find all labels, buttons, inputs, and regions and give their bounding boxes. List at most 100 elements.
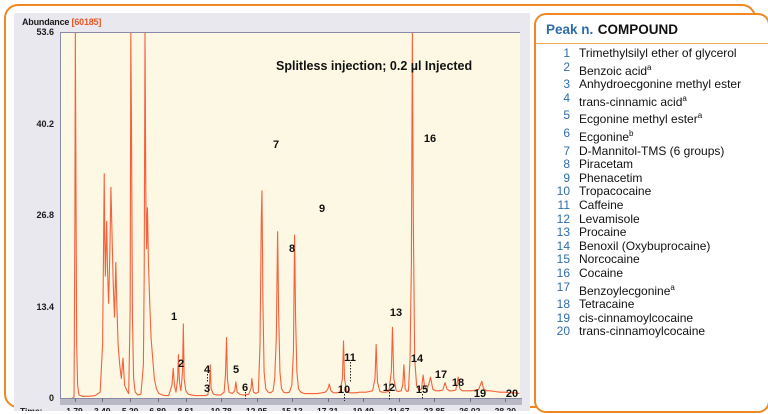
legend-header-peak: Peak n.: [546, 22, 594, 37]
peak-number-label: 16: [423, 133, 437, 145]
plot-area: [60, 32, 520, 398]
legend-peak-number: 20: [556, 324, 570, 339]
legend-peak-number: 10: [556, 184, 570, 199]
legend-row: 16 Cocaine: [542, 265, 762, 281]
legend-compound-name: Trimethylsilyl ether of glycerol: [579, 46, 737, 60]
legend-compound-name: Tetracaine: [579, 297, 635, 312]
legend-row: 15 Norcocaine: [542, 253, 762, 267]
peak-leader-line: [389, 392, 390, 401]
x-axis-tick: [327, 398, 329, 402]
y-axis-tick-label: 0: [48, 393, 54, 403]
legend-peak-number: 14: [556, 238, 570, 253]
peak-number-label: 18: [451, 377, 465, 389]
legend-compound-name: Cocaine: [579, 265, 624, 280]
x-axis-tick: [292, 398, 294, 402]
y-axis-tick-label: 26.8: [36, 210, 54, 220]
peak-number-label: 2: [177, 358, 185, 370]
legend-compound-name: Benzoylecgoninea: [579, 282, 675, 298]
outer-frame: Abundance [60185] 53.6 40.2 26.8 13.4 0 Spli…: [4, 4, 768, 413]
peak-number-label: 1: [170, 311, 178, 323]
x-axis-tick: [256, 398, 258, 402]
x-axis-tick: [434, 398, 436, 402]
legend-footnote-marker: a: [670, 282, 675, 292]
legend-compound-name: Piracetam: [579, 157, 634, 172]
y-axis-tick-label: 53.6: [36, 27, 54, 37]
legend-compound-name: Tropacocaine: [579, 184, 652, 199]
peak-number-label: 3: [203, 383, 211, 395]
peak-number-label: 13: [389, 307, 403, 319]
x-axis-tick-label: 12.95: [245, 406, 268, 411]
peak-leader-line: [207, 374, 208, 382]
legend-compound-name: Ecgonine methyl estera: [579, 111, 703, 127]
legend-peak-number: 11: [557, 197, 570, 212]
x-axis-tick: [74, 398, 76, 402]
x-axis-tick-label: 23.85: [423, 406, 445, 411]
legend-row: 17 Benzoylecgoninea: [542, 280, 762, 299]
legend-row: 9 Phenacetim: [542, 170, 762, 186]
legend-row: 10 Tropacocaine: [542, 185, 762, 199]
legend-row: 3 Anhydroecgonine methyl ester: [542, 78, 762, 92]
x-axis-tick-label: 19.49: [352, 406, 374, 411]
legend-header-compound: COMPOUND: [597, 22, 678, 37]
x-axis-tick-label: 28.20: [494, 406, 516, 411]
legend-compound-name: Levamisole: [579, 211, 640, 226]
x-axis-tick: [469, 398, 471, 402]
legend-row: 5 Ecgonine methyl estera: [542, 109, 762, 127]
peak-number-label: 20: [505, 388, 519, 400]
legend-peak-number: 19: [556, 310, 570, 325]
x-axis-tick-label: 5.20: [121, 406, 139, 411]
legend-header: Peak n. COMPOUND: [536, 15, 768, 44]
legend-peak-number: 13: [556, 225, 570, 240]
legend-compound-name: Benzoic acida: [579, 62, 652, 78]
peak-number-label: 14: [410, 353, 424, 365]
x-axis-tick-label: 8.61: [177, 406, 195, 411]
x-axis-tick-label: 17.31: [317, 406, 339, 411]
legend-row: 2 Benzoic acida: [542, 60, 762, 79]
legend-row: 14 Benoxil (Oxybuprocaine): [542, 238, 762, 254]
chart-title: Splitless injection; 0.2 µl Injected: [276, 59, 473, 73]
x-axis-tick-label: 6.89: [149, 406, 166, 411]
legend-peak-number: 6: [563, 125, 570, 140]
legend-row: 4 trans-cinnamic acida: [542, 91, 762, 110]
legend-peak-number: 15: [556, 252, 570, 267]
x-axis-tick: [157, 398, 159, 402]
peak-number-label: 5: [232, 364, 240, 376]
peak-number-label: 7: [272, 139, 280, 151]
legend-compound-name: cis-cinnamoylcocaine: [579, 310, 694, 325]
x-axis-tick: [130, 398, 132, 402]
legend-peak-number: 1: [563, 46, 570, 60]
x-axis-tick: [398, 398, 400, 402]
abundance-scale: [60185]: [71, 17, 102, 27]
abundance-text: Abundance: [22, 17, 70, 27]
peak-leader-line: [245, 392, 246, 399]
legend-row: 12 Levamisole: [542, 211, 762, 227]
chromatogram-panel: Abundance [60185] 53.6 40.2 26.8 13.4 0 Spli…: [14, 13, 530, 411]
x-axis-tick-label: 1.79: [66, 406, 83, 411]
x-axis-tick-label: 21.67: [388, 406, 410, 411]
legend-compound-name: trans-cinnamoylcocaine: [579, 324, 706, 339]
peak-number-label: 17: [434, 369, 448, 381]
legend-row: 7 D-Mannitol-TMS (6 groups): [542, 143, 762, 159]
peak-number-label: 6: [241, 382, 249, 394]
abundance-axis-label: Abundance [60185]: [22, 17, 101, 27]
x-axis-tick: [185, 398, 187, 402]
legend-peak-number: 5: [563, 108, 570, 123]
legend-compound-name: Caffeine: [579, 197, 624, 212]
legend-row: 1 Trimethylsilyl ether of glycerol: [542, 46, 762, 61]
x-axis-tick: [221, 398, 223, 402]
legend-peak-number: 12: [556, 211, 570, 226]
peak-number-label: 19: [473, 388, 487, 400]
legend-compound-name: trans-cinnamic acida: [579, 93, 687, 109]
legend-row: 13 Procaine: [542, 226, 762, 240]
legend-compound-name: Norcocaine: [579, 252, 640, 267]
legend-compound-name: D-Mannitol-TMS (6 groups): [579, 143, 725, 158]
legend-peak-number: 18: [556, 297, 570, 312]
compound-legend-panel: Peak n. COMPOUND 1 Trimethylsilyl ether o…: [534, 13, 768, 413]
legend-peak-number: 7: [563, 143, 570, 158]
peak-number-label: 11: [344, 352, 356, 364]
legend-row: 20 trans-cinnamoylcocaine: [542, 325, 762, 339]
legend-peak-number: 9: [563, 170, 570, 185]
legend-footnote-marker: a: [682, 93, 687, 103]
x-axis-tick-label: 3.49: [93, 406, 111, 411]
